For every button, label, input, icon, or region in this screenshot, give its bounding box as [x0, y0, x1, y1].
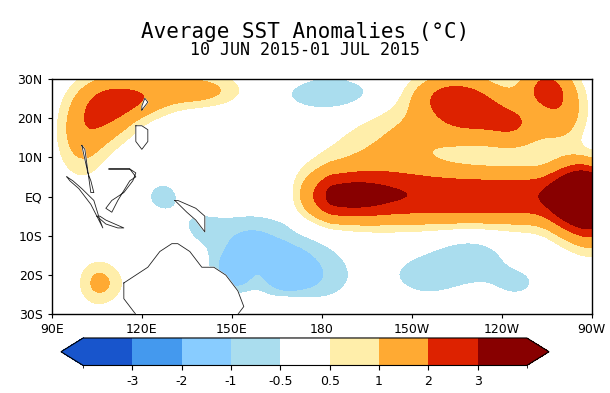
Polygon shape: [172, 31, 205, 75]
Text: Average SST Anomalies (°C): Average SST Anomalies (°C): [141, 22, 469, 42]
Polygon shape: [67, 177, 103, 228]
Polygon shape: [106, 169, 136, 212]
Text: 10 JUN 2015-01 JUL 2015: 10 JUN 2015-01 JUL 2015: [190, 41, 420, 59]
Polygon shape: [175, 200, 205, 232]
PathPatch shape: [61, 338, 83, 365]
Polygon shape: [82, 145, 94, 193]
PathPatch shape: [527, 338, 549, 365]
Polygon shape: [136, 126, 148, 149]
Polygon shape: [124, 244, 244, 350]
Polygon shape: [97, 216, 124, 228]
Polygon shape: [142, 98, 148, 110]
